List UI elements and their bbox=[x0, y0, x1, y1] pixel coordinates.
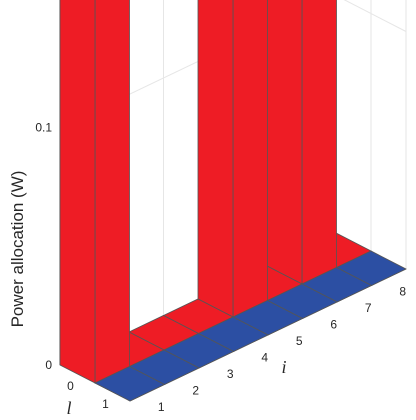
bar-l1-i1-top bbox=[94, 366, 166, 402]
grid-line-z-1 bbox=[59, 0, 407, 128]
label-layer: 00.10.20.30.40112345678 bbox=[35, 121, 406, 414]
x-axis-label: l bbox=[66, 398, 71, 418]
i-tick-label-1: 2 bbox=[192, 383, 199, 397]
bar-l0-i7 bbox=[266, 0, 337, 285]
l-tick-label-1: 1 bbox=[102, 397, 109, 411]
z-tick-label-0: 0 bbox=[45, 358, 52, 372]
y-axis-label: i bbox=[281, 357, 286, 377]
bar-l0-i1-side bbox=[59, 0, 96, 384]
i-tick-label-4: 5 bbox=[296, 334, 303, 348]
i-tick-label-7: 8 bbox=[399, 284, 406, 298]
bars-layer bbox=[59, 0, 407, 402]
i-tick-label-3: 4 bbox=[261, 350, 268, 364]
bar-l0-i1 bbox=[59, 0, 130, 384]
bar-l0-i5-front bbox=[232, 0, 268, 318]
i-tick-label-5: 6 bbox=[330, 317, 337, 331]
bar-l0-i7-front bbox=[301, 0, 337, 285]
z-tick-label-1: 0.1 bbox=[35, 121, 52, 135]
bar-l1-i1 bbox=[94, 366, 166, 402]
i-tick-label-6: 7 bbox=[365, 301, 372, 315]
bar-l0-i7-side bbox=[266, 0, 303, 285]
z-axis-label: Power allocation (W) bbox=[8, 171, 27, 328]
l-tick-label-0: 0 bbox=[67, 379, 74, 393]
bar-l0-i5 bbox=[197, 0, 268, 318]
bar-l0-i1-front bbox=[94, 0, 130, 384]
i-tick-label-0: 1 bbox=[158, 400, 165, 414]
bar-l0-i5-side bbox=[197, 0, 234, 318]
i-tick-label-2: 3 bbox=[227, 367, 234, 381]
